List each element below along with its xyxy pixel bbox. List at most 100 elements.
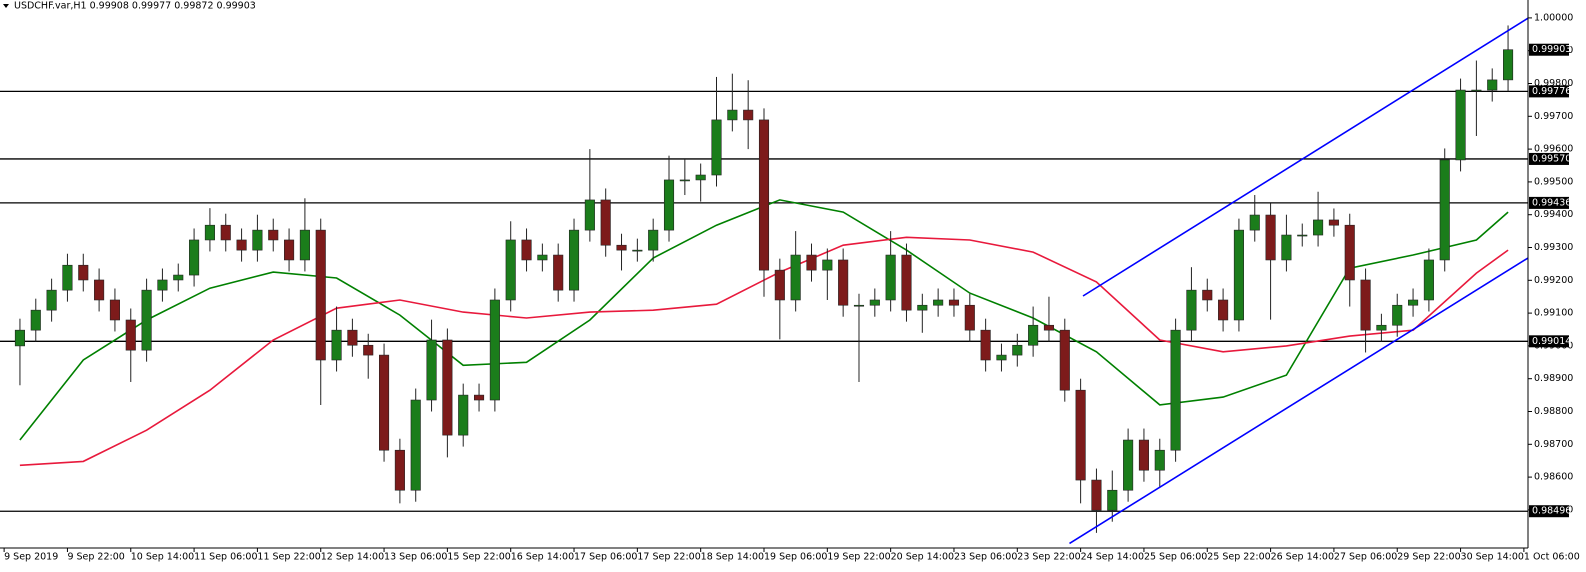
candle-body xyxy=(141,289,152,351)
trend-line xyxy=(1082,17,1528,297)
x-tick-label: 24 Sep 14:00 xyxy=(1081,552,1144,563)
x-tick-label: 23 Sep 22:00 xyxy=(1017,552,1080,563)
candle-body xyxy=(743,109,754,121)
level-box xyxy=(1529,85,1569,98)
candle-body xyxy=(1503,49,1514,81)
candle-body xyxy=(758,119,770,271)
candle-body xyxy=(1012,344,1023,356)
candle-body xyxy=(1028,324,1039,346)
candle-body xyxy=(600,199,611,246)
x-tick-label: 27 Sep 06:00 xyxy=(1334,552,1397,563)
candle-body xyxy=(284,239,295,261)
x-tick-label: 16 Sep 14:00 xyxy=(511,552,574,563)
candle-body xyxy=(1202,289,1213,301)
candle-body xyxy=(30,309,41,331)
x-tick-label: 15 Sep 22:00 xyxy=(447,552,510,563)
candle-body xyxy=(1423,259,1434,301)
candle-body xyxy=(394,449,405,491)
x-tick-label: 10 Sep 14:00 xyxy=(131,552,194,563)
x-tick-label: 25 Sep 06:00 xyxy=(1144,552,1207,563)
candle-body xyxy=(157,279,168,291)
candle-body xyxy=(1392,304,1403,326)
candle-body xyxy=(1360,279,1371,331)
candle-body xyxy=(1249,214,1260,231)
candle-body xyxy=(679,179,690,182)
candle-body xyxy=(727,109,738,121)
x-tick-label: 30 Sep 14:00 xyxy=(1461,552,1524,563)
y-tick-label: 0.98600 xyxy=(1534,472,1573,483)
y-tick-label: 0.99300 xyxy=(1534,242,1573,253)
candle-body xyxy=(442,339,453,436)
candle-body xyxy=(869,299,880,306)
x-tick-label: 26 Sep 14:00 xyxy=(1271,552,1334,563)
candle-body xyxy=(379,354,390,451)
candle-body xyxy=(948,299,960,306)
candle-body xyxy=(236,239,247,251)
candle-body xyxy=(426,339,437,401)
x-tick-label: 9 Sep 2019 xyxy=(4,552,58,563)
y-tick-label: 0.98800 xyxy=(1534,406,1573,417)
candle-body xyxy=(173,274,184,281)
level-label: 0.98496 xyxy=(1532,506,1571,517)
candle-body xyxy=(1487,79,1498,91)
candle-body xyxy=(315,229,326,361)
x-tick-label: 11 Sep 22:00 xyxy=(257,552,320,563)
candle-body xyxy=(458,394,469,436)
candle-body xyxy=(822,259,833,271)
x-tick-label: 17 Sep 06:00 xyxy=(574,552,637,563)
candle-body xyxy=(1091,479,1102,511)
y-tick-label: 0.99800 xyxy=(1534,78,1573,89)
candle-body xyxy=(917,304,928,311)
y-tick-label: 0.98900 xyxy=(1534,373,1573,384)
candle-body xyxy=(1344,224,1355,281)
candle-body xyxy=(1123,439,1134,491)
x-tick-label: 13 Sep 06:00 xyxy=(384,552,447,563)
x-tick-label: 18 Sep 14:00 xyxy=(701,552,764,563)
trend-line xyxy=(1069,257,1528,545)
candle-body xyxy=(1170,329,1181,451)
x-tick-label: 12 Sep 14:00 xyxy=(321,552,384,563)
level-label: 0.99436 xyxy=(1532,197,1571,208)
x-tick-label: 9 Sep 22:00 xyxy=(67,552,124,563)
menu-arrow xyxy=(3,4,9,8)
candle-body xyxy=(1439,159,1450,261)
candle-body xyxy=(901,254,912,311)
candle-body xyxy=(584,199,595,231)
candle-body xyxy=(1075,389,1086,481)
candle-body xyxy=(885,254,896,301)
candle-body xyxy=(711,119,722,176)
candle-body xyxy=(1265,214,1276,261)
level-box xyxy=(1529,505,1569,518)
candle-body xyxy=(489,299,500,401)
candle-body xyxy=(838,259,849,306)
candle-body xyxy=(853,304,865,307)
candle-body xyxy=(806,254,817,271)
level-label: 0.99570 xyxy=(1532,153,1571,164)
y-tick-label: 0.99600 xyxy=(1534,144,1573,155)
candle-body xyxy=(1218,299,1229,321)
x-tick-label: 17 Sep 22:00 xyxy=(637,552,700,563)
x-tick-label: 23 Sep 06:00 xyxy=(954,552,1017,563)
candle-body xyxy=(1313,219,1324,236)
y-tick-label: 0.98700 xyxy=(1534,439,1573,450)
candle-body xyxy=(964,304,975,331)
candle-body xyxy=(1043,324,1055,331)
y-tick-label: 0.99200 xyxy=(1534,275,1573,286)
level-label: 0.99776 xyxy=(1532,86,1571,97)
x-tick-label: 19 Sep 22:00 xyxy=(827,552,890,563)
candle-body xyxy=(1059,329,1070,391)
candle-body xyxy=(632,249,643,252)
candle-body xyxy=(1328,219,1339,226)
candle-body xyxy=(94,279,105,301)
candle-body xyxy=(933,299,944,306)
candle-body xyxy=(363,344,374,356)
candle-body xyxy=(14,329,25,347)
level-box xyxy=(1529,335,1569,348)
level-box xyxy=(1529,152,1569,165)
candle-body xyxy=(1186,289,1197,331)
x-tick-label: 19 Sep 06:00 xyxy=(764,552,827,563)
candle-body xyxy=(790,254,801,301)
candle-body xyxy=(980,329,991,361)
